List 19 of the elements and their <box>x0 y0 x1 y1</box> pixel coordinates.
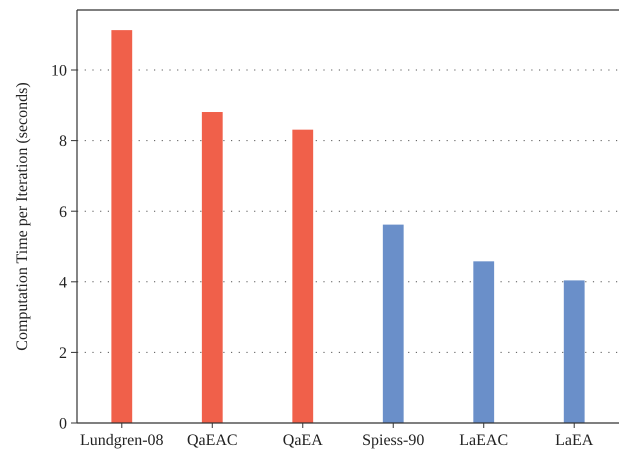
x-tick-label: QaEAC <box>186 432 238 449</box>
y-tick-label: 4 <box>59 274 67 292</box>
x-tick-label: LaEAC <box>459 432 508 449</box>
y-tick-label: 6 <box>59 204 67 221</box>
x-tick-label: QaEA <box>282 432 324 449</box>
y-tick-label: 10 <box>51 62 67 80</box>
x-tick-label: Lundgren-08 <box>80 432 164 449</box>
bar <box>382 224 404 423</box>
bar <box>202 112 223 423</box>
x-tick-label: Spiess-90 <box>362 432 424 449</box>
bar <box>473 261 494 423</box>
y-tick-label: 2 <box>59 345 67 362</box>
x-tick-label: LaEA <box>555 432 594 449</box>
bar <box>564 280 585 423</box>
y-tick-label: 8 <box>59 133 67 150</box>
y-axis-title: Computation Time per Iteration (seconds) <box>14 82 31 351</box>
bar <box>292 130 314 423</box>
bar <box>111 30 132 423</box>
y-tick-label: 0 <box>59 416 67 433</box>
